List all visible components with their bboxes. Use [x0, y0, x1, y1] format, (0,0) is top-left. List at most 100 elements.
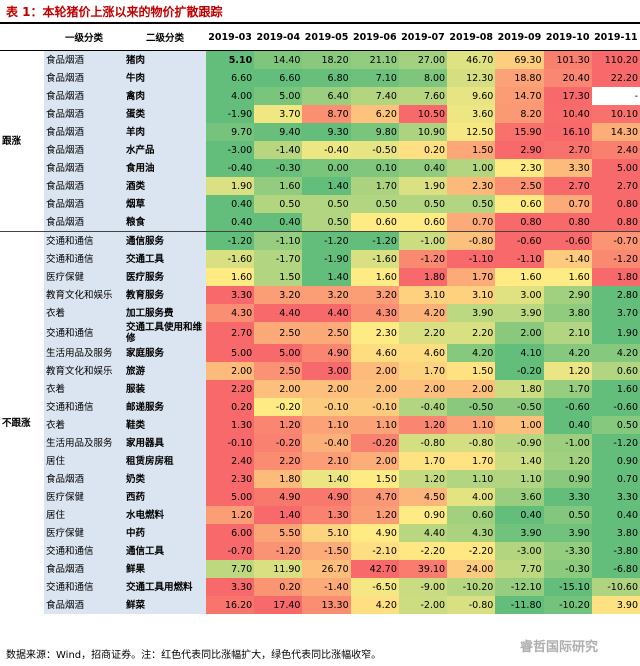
value-cell: 0.50 — [591, 416, 640, 434]
value-cell: 4.60 — [398, 344, 448, 362]
value-cell: -1.90 — [302, 250, 351, 268]
level1-cell: 食品烟酒 — [44, 560, 124, 578]
value-cell: 0.60 — [350, 213, 399, 232]
value-cell: 9.70 — [206, 123, 255, 141]
value-cell: 3.30 — [543, 488, 592, 506]
value-cell: 0.50 — [254, 195, 303, 213]
value-cell: 0.60 — [447, 506, 496, 524]
value-cell: 2.20 — [254, 452, 303, 470]
value-cell: 2.30 — [350, 322, 399, 344]
value-cell: 3.80 — [591, 524, 640, 542]
header-cell: 2019-10 — [543, 22, 592, 51]
value-cell: 9.40 — [254, 123, 303, 141]
table-row: 跟涨 食品烟酒 猪肉 5.10 14.40 18.20 21.10 27.00 46.70 69.… — [0, 50, 640, 232]
value-cell: 0.40 — [398, 159, 448, 177]
level1-cell: 食品烟酒 — [44, 159, 124, 177]
value-cell: 10.40 — [543, 105, 592, 123]
header-cell: 2019-06 — [350, 22, 399, 51]
value-cell: 1.20 — [543, 452, 592, 470]
value-cell: 0.40 — [543, 416, 592, 434]
value-cell: 0.50 — [350, 195, 399, 213]
level1-cell: 食品烟酒 — [44, 177, 124, 195]
table-row: 衣着 鞋类 1.30 1.20 1.10 1.10 1.20 1.10 1.00 0.40 0.50 — [0, 416, 640, 434]
value-cell: 1.70 — [543, 380, 592, 398]
value-cell: -1.20 — [206, 231, 255, 250]
level1-cell: 食品烟酒 — [44, 50, 124, 69]
value-cell: 3.70 — [254, 105, 303, 123]
value-cell: 4.40 — [398, 524, 448, 542]
table-row: 交通和通信 交通工具 -1.60 -1.70 -1.90 -1.60 -1.20 -1.10-… — [0, 250, 640, 268]
value-cell: 2.70 — [206, 322, 255, 344]
value-cell: 0.40 — [206, 195, 255, 213]
value-cell: 5.00 — [254, 344, 303, 362]
value-cell: -0.40 — [206, 159, 255, 177]
value-cell: 2.20 — [398, 322, 448, 344]
value-cell: -0.30 — [254, 159, 303, 177]
table-row: 不跟涨 交通和通信 通信服务 -1.20 -1.10 -1.20 -1.20 -1.00 -0.… — [0, 231, 640, 614]
value-cell: 4.20 — [398, 304, 448, 322]
value-cell: -0.10 — [302, 398, 351, 416]
value-cell: 0.90 — [543, 470, 592, 488]
value-cell: 26.70 — [302, 560, 351, 578]
value-cell: 1.20 — [543, 362, 592, 380]
value-cell: 4.20 — [350, 596, 399, 614]
value-cell: 0.90 — [591, 452, 640, 470]
value-cell: 0.20 — [398, 141, 448, 159]
value-cell: -9.00 — [398, 578, 448, 596]
level1-cell: 交通和通信 — [44, 231, 124, 250]
value-cell: 3.20 — [302, 286, 351, 304]
value-cell: 1.50 — [447, 362, 496, 380]
value-cell: 2.80 — [591, 286, 640, 304]
value-cell: 22.20 — [591, 69, 640, 87]
value-cell: 2.00 — [350, 380, 399, 398]
value-cell: 7.60 — [398, 87, 448, 105]
value-cell: 0.60 — [398, 213, 448, 232]
value-cell: -1.20 — [350, 231, 399, 250]
value-cell: 11.90 — [254, 560, 303, 578]
value-cell: -6.50 — [350, 578, 399, 596]
value-cell: 1.60 — [543, 268, 592, 286]
value-cell: 1.20 — [350, 506, 399, 524]
header-cell: 2019-09 — [495, 22, 544, 51]
value-cell: -1.40 — [254, 141, 303, 159]
value-cell: 4.20 — [591, 344, 640, 362]
value-cell: 1.60 — [591, 380, 640, 398]
table-row: 交通和通信 交通工具用燃料 3.30 0.20 -1.40 -6.50 -9.00 -10.2… — [0, 578, 640, 596]
value-cell: 6.40 — [302, 87, 351, 105]
value-cell: -1.00 — [543, 434, 592, 452]
value-cell: -0.40 — [302, 434, 351, 452]
value-cell: -3.00 — [206, 141, 255, 159]
header-cell: 二级分类 — [124, 22, 206, 51]
table-row: 食品烟酒 蛋类 -1.90 3.70 8.70 6.20 10.50 3.60 8.20 10.4… — [0, 105, 640, 123]
value-cell: -0.60 — [591, 398, 640, 416]
value-cell: 3.10 — [398, 286, 448, 304]
value-cell: 1.30 — [302, 506, 351, 524]
value-cell: 0.20 — [206, 398, 255, 416]
value-cell: 2.00 — [254, 380, 303, 398]
table-row: 生活用品及服务 家庭服务 5.00 5.00 4.90 4.60 4.60 4.20 4.10 4… — [0, 344, 640, 362]
value-cell: 6.00 — [206, 524, 255, 542]
group-label: 不跟涨 — [0, 231, 44, 614]
level1-cell: 食品烟酒 — [44, 470, 124, 488]
value-cell: 0.40 — [591, 506, 640, 524]
value-cell: 5.00 — [591, 159, 640, 177]
level2-cell: 邮递服务 — [124, 398, 206, 416]
value-cell: 1.60 — [495, 268, 544, 286]
value-cell: 0.50 — [302, 213, 351, 232]
value-cell: -1.10 — [495, 250, 544, 268]
level2-cell: 禽肉 — [124, 87, 206, 105]
level1-cell: 食品烟酒 — [44, 105, 124, 123]
value-cell: 4.40 — [254, 304, 303, 322]
value-cell: 5.00 — [254, 87, 303, 105]
value-cell: 3.30 — [206, 286, 255, 304]
level1-cell: 食品烟酒 — [44, 69, 124, 87]
value-cell: 1.70 — [447, 268, 496, 286]
header-row: 一级分类 二级分类 2019-03 2019-04 2019-05 2019-06 2019… — [0, 22, 640, 51]
value-cell: 4.30 — [206, 304, 255, 322]
value-cell: 1.50 — [447, 141, 496, 159]
value-cell: 4.10 — [495, 344, 544, 362]
level2-cell: 家用器具 — [124, 434, 206, 452]
value-cell: -0.80 — [447, 596, 496, 614]
table-row: 交通和通信 邮递服务 0.20 -0.20 -0.10 -0.10 -0.40 -0.50 -0… — [0, 398, 640, 416]
